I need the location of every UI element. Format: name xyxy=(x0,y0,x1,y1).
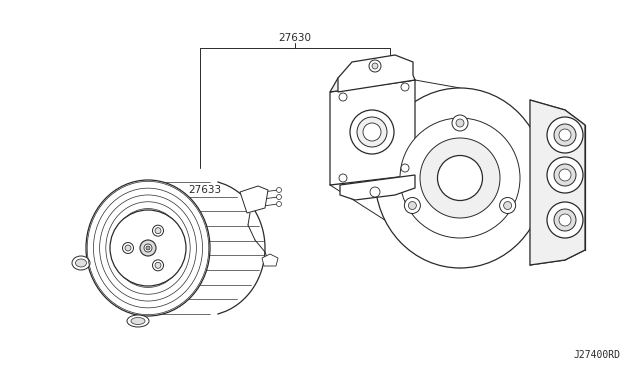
Circle shape xyxy=(559,169,571,181)
Circle shape xyxy=(500,198,516,214)
Ellipse shape xyxy=(140,240,156,256)
Polygon shape xyxy=(330,62,415,92)
Circle shape xyxy=(408,202,417,209)
Circle shape xyxy=(559,214,571,226)
Ellipse shape xyxy=(357,117,387,147)
Ellipse shape xyxy=(350,110,394,154)
Ellipse shape xyxy=(144,244,152,252)
Ellipse shape xyxy=(155,262,161,268)
Circle shape xyxy=(554,164,576,186)
Circle shape xyxy=(404,198,420,214)
Circle shape xyxy=(276,195,282,199)
Text: 27633: 27633 xyxy=(188,185,221,195)
Circle shape xyxy=(339,93,347,101)
Circle shape xyxy=(369,60,381,72)
Circle shape xyxy=(554,124,576,146)
Ellipse shape xyxy=(438,155,483,201)
Text: 27630: 27630 xyxy=(278,33,312,43)
Circle shape xyxy=(339,174,347,182)
Circle shape xyxy=(401,83,409,91)
Ellipse shape xyxy=(363,123,381,141)
Ellipse shape xyxy=(131,317,145,324)
Ellipse shape xyxy=(72,256,90,270)
Ellipse shape xyxy=(146,246,150,250)
Circle shape xyxy=(547,202,583,238)
Circle shape xyxy=(456,119,464,127)
Ellipse shape xyxy=(375,88,545,268)
Ellipse shape xyxy=(155,228,161,234)
Circle shape xyxy=(559,129,571,141)
Circle shape xyxy=(547,157,583,193)
Ellipse shape xyxy=(152,260,163,271)
Ellipse shape xyxy=(110,210,186,286)
Ellipse shape xyxy=(86,180,210,316)
Polygon shape xyxy=(338,55,415,92)
Polygon shape xyxy=(330,80,415,185)
Polygon shape xyxy=(240,186,268,213)
Polygon shape xyxy=(530,100,585,265)
Circle shape xyxy=(547,117,583,153)
Polygon shape xyxy=(262,254,278,266)
Ellipse shape xyxy=(122,243,134,253)
Ellipse shape xyxy=(400,118,520,238)
Ellipse shape xyxy=(125,245,131,251)
Ellipse shape xyxy=(152,225,163,236)
Text: J27400RD: J27400RD xyxy=(573,350,620,360)
Circle shape xyxy=(276,202,282,206)
Circle shape xyxy=(554,209,576,231)
Circle shape xyxy=(276,187,282,192)
Ellipse shape xyxy=(420,138,500,218)
Ellipse shape xyxy=(76,259,86,267)
Polygon shape xyxy=(340,175,415,200)
Circle shape xyxy=(401,164,409,172)
Circle shape xyxy=(370,187,380,197)
Circle shape xyxy=(372,63,378,69)
Ellipse shape xyxy=(127,315,149,327)
Circle shape xyxy=(452,115,468,131)
Circle shape xyxy=(504,202,511,209)
